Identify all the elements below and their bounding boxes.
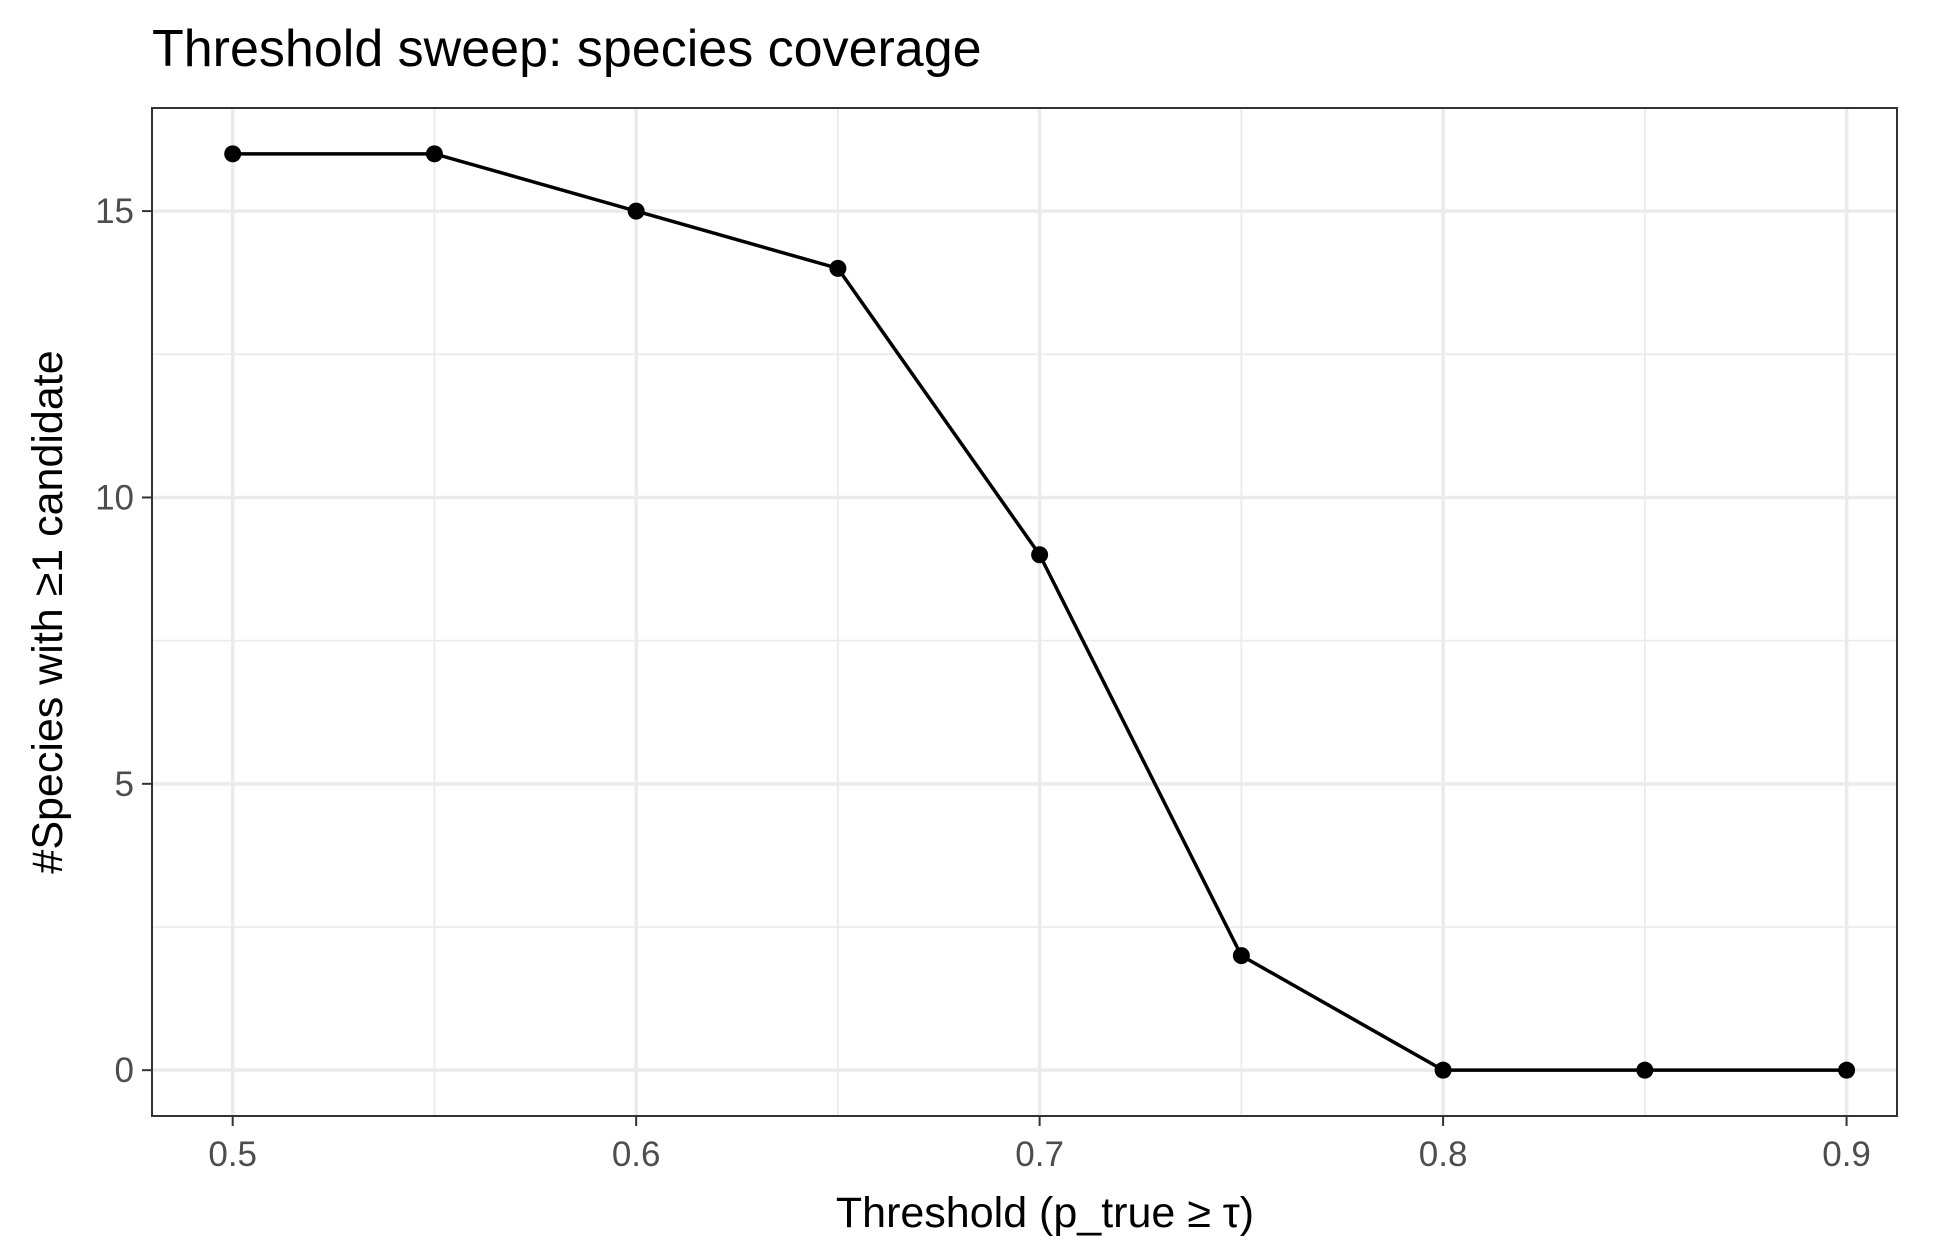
- y-tick-label: 5: [115, 765, 134, 804]
- y-tick-label: 15: [95, 192, 134, 231]
- data-point: [1031, 546, 1049, 564]
- x-tick-label: 0.6: [612, 1135, 661, 1174]
- x-tick-label: 0.9: [1822, 1135, 1871, 1174]
- y-axis-title: #Species with ≥1 candidate: [24, 350, 72, 873]
- data-point: [1838, 1061, 1856, 1079]
- data-point: [627, 202, 645, 220]
- data-point: [224, 145, 242, 163]
- series-layer: [224, 145, 1856, 1079]
- minor-gridlines: [152, 108, 1897, 1116]
- x-tick-label: 0.8: [1419, 1135, 1468, 1174]
- data-point: [1232, 947, 1250, 965]
- axis-ticks: 0.5 0.6 0.7 0.8 0.9 0 5 10 15: [95, 192, 1871, 1174]
- x-tick-label: 0.5: [208, 1135, 257, 1174]
- y-tick-label: 10: [95, 478, 134, 517]
- data-point: [829, 259, 847, 277]
- plot-panel-border: [151, 107, 1898, 1117]
- data-point: [425, 145, 443, 163]
- y-tick-label: 0: [115, 1051, 134, 1090]
- x-tick-label: 0.7: [1015, 1135, 1064, 1174]
- data-point: [1434, 1061, 1452, 1079]
- x-axis-title: Threshold (p_true ≥ τ): [836, 1189, 1254, 1237]
- chart-title: Threshold sweep: species coverage: [152, 20, 982, 78]
- major-gridlines: [152, 108, 1897, 1116]
- data-point: [1636, 1061, 1654, 1079]
